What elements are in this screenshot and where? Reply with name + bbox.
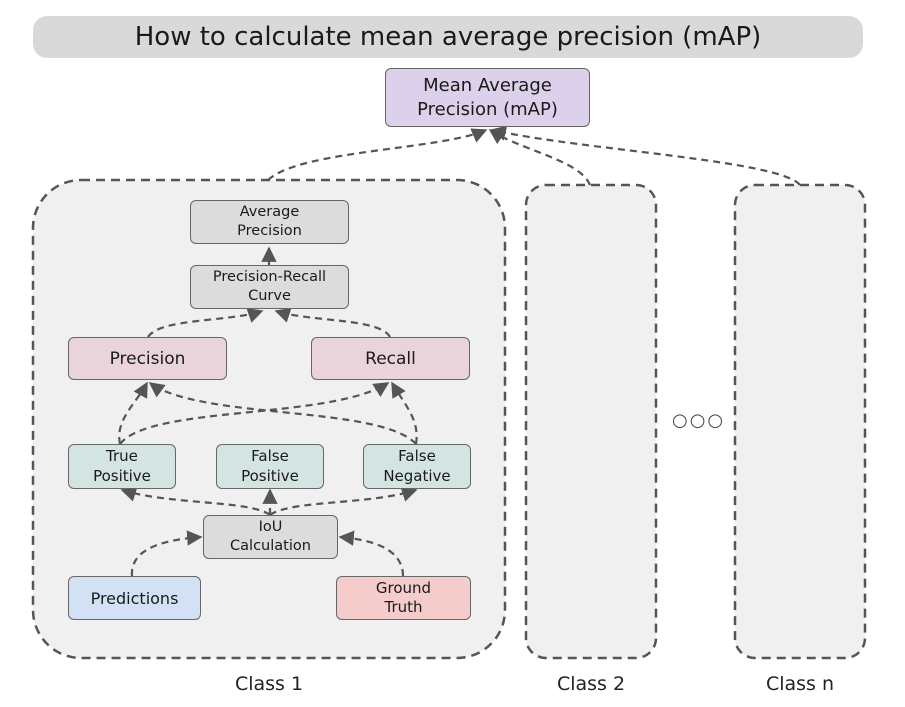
class-1-label: Class 1 [234, 673, 304, 695]
arrow-iou-to-tp [120, 486, 271, 516]
arrow-tp-to-precision [118, 381, 148, 445]
arrow-recall-to-prcurve [274, 307, 391, 338]
arrow-fn-to-precision [148, 382, 417, 445]
precision-recall-curve-node: Precision-Recall Curve [190, 265, 349, 309]
diagram-title: How to calculate mean average precision … [33, 16, 863, 58]
class-n-container [733, 183, 867, 660]
true-positive-node: True Positive [68, 444, 176, 489]
class-2-label: Class 2 [556, 673, 626, 695]
arrow-predictions-to-iou [130, 530, 203, 577]
class-2-container [524, 183, 658, 660]
arrow-classn-to-map [490, 125, 801, 186]
arrow-class2-to-map [488, 129, 592, 186]
arrow-class1-to-map [267, 128, 488, 181]
predictions-node: Predictions [68, 576, 201, 620]
recall-node: Recall [311, 337, 470, 380]
average-precision-node: Average Precision [190, 200, 349, 244]
ground-truth-node: Ground Truth [336, 576, 471, 620]
class-n-label: Class n [765, 673, 835, 695]
iou-calculation-node: IoU Calculation [203, 515, 338, 559]
precision-node: Precision [68, 337, 227, 380]
more-classes-ellipsis: ○○○ [672, 410, 726, 431]
arrow-iou-to-fn [269, 486, 418, 516]
arrow-precision-to-prcurve [147, 308, 264, 338]
false-negative-node: False Negative [363, 444, 471, 489]
arrow-fn-to-recall [391, 381, 418, 445]
map-node: Mean Average Precision (mAP) [385, 68, 590, 127]
false-positive-node: False Positive [216, 444, 324, 489]
